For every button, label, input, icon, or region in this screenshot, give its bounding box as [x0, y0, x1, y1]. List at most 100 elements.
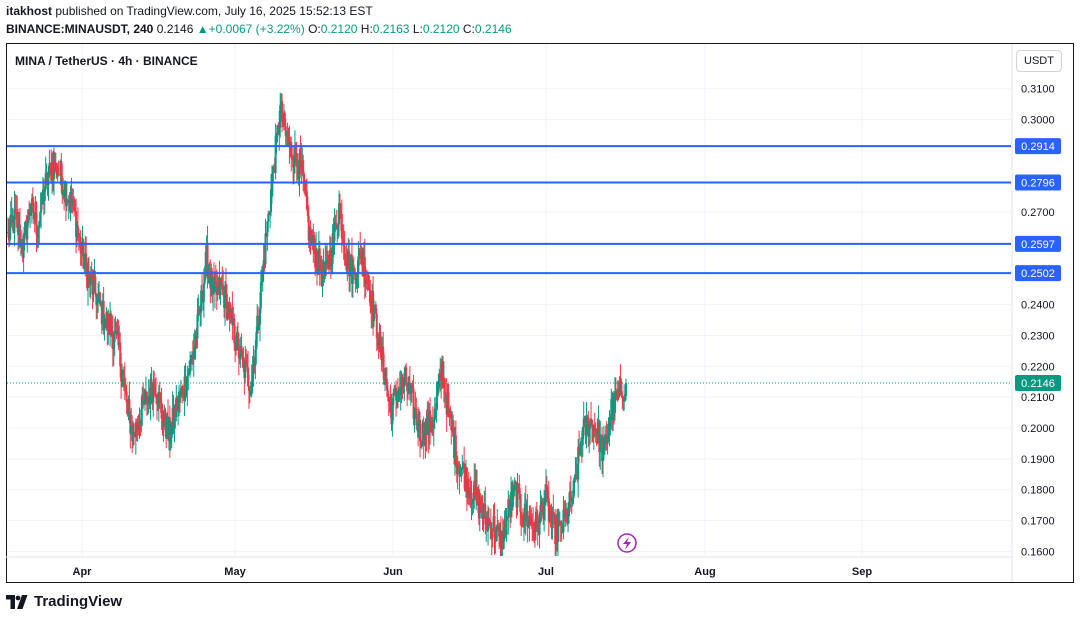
- candle: [152, 370, 155, 417]
- candle: [125, 384, 128, 415]
- candle: [302, 154, 305, 192]
- candle: [178, 384, 181, 417]
- candle: [516, 472, 519, 516]
- price-tick-label: 0.2700: [1021, 207, 1055, 219]
- candle: [429, 397, 432, 445]
- candle: [505, 507, 508, 542]
- candle: [65, 183, 68, 212]
- grid: [7, 44, 1011, 556]
- candle: [120, 352, 123, 399]
- candle: [274, 123, 277, 180]
- candle: [513, 477, 516, 497]
- candle: [533, 521, 536, 544]
- candle: [335, 209, 338, 230]
- candle: [189, 351, 192, 378]
- candle: [327, 250, 330, 269]
- candle: [284, 119, 287, 146]
- candle: [97, 283, 100, 313]
- candle: [44, 156, 47, 192]
- candle: [237, 333, 240, 376]
- candle: [608, 410, 611, 447]
- candle: [103, 314, 106, 341]
- candle: [286, 122, 289, 146]
- candle: [452, 414, 455, 438]
- svg-text:0.2796: 0.2796: [1021, 177, 1055, 189]
- candle: [198, 305, 201, 316]
- currency-button[interactable]: USDT: [1016, 50, 1062, 72]
- candle: [530, 507, 533, 529]
- candle: [592, 424, 595, 451]
- candle: [413, 407, 416, 433]
- candles: [7, 92, 627, 557]
- candle: [90, 261, 93, 281]
- candle: [422, 416, 425, 460]
- candle: [557, 509, 560, 542]
- candle: [194, 330, 197, 360]
- candle: [220, 276, 223, 289]
- candle: [231, 291, 234, 341]
- candle: [192, 333, 195, 377]
- time-tick-label: Apr: [73, 566, 93, 578]
- candle: [170, 421, 173, 449]
- candle: [556, 508, 559, 556]
- candle: [405, 362, 408, 386]
- candle: [382, 331, 385, 380]
- price-tick-label: 0.1700: [1021, 516, 1055, 528]
- candle: [275, 132, 278, 154]
- candle: [528, 505, 531, 542]
- candle: [272, 163, 275, 170]
- candle: [602, 425, 605, 461]
- candle: [181, 384, 184, 404]
- candle: [366, 271, 369, 292]
- candle: [406, 382, 409, 407]
- candle: [484, 486, 487, 535]
- lightning-icon[interactable]: [617, 533, 637, 553]
- levels: [7, 145, 1011, 384]
- candle: [527, 525, 530, 529]
- candle: [13, 190, 16, 247]
- legend-title: MINA / TetherUS · 4h · BINANCE: [15, 54, 198, 68]
- candle: [526, 493, 529, 543]
- low-value: 0.2120: [422, 22, 460, 36]
- candle: [521, 514, 524, 528]
- last-price: 0.2146: [156, 22, 194, 36]
- candle: [187, 368, 190, 391]
- candle: [96, 293, 99, 319]
- candle: [348, 239, 351, 292]
- candle: [357, 241, 360, 289]
- candle: [240, 333, 243, 354]
- candle: [43, 186, 46, 214]
- candle: [266, 221, 269, 251]
- candle: [618, 376, 621, 398]
- tradingview-logo[interactable]: TradingView: [6, 593, 122, 610]
- candle: [158, 381, 161, 409]
- candle: [234, 325, 237, 363]
- candle: [433, 397, 436, 430]
- candle: [38, 220, 41, 246]
- candle: [177, 395, 180, 426]
- candle: [585, 402, 588, 449]
- candle: [392, 388, 395, 421]
- candle: [459, 464, 462, 477]
- candle: [460, 466, 463, 482]
- price-tick-label: 0.1800: [1021, 485, 1055, 497]
- candle: [74, 199, 77, 212]
- candle: [201, 274, 204, 304]
- candle: [496, 509, 499, 541]
- candle: [572, 478, 575, 505]
- time-tick-label: May: [224, 566, 246, 578]
- arrow-up-icon: ▲: [196, 22, 209, 36]
- candle: [316, 248, 318, 286]
- candle: [467, 471, 470, 506]
- candle: [536, 509, 539, 546]
- author[interactable]: itakhost: [6, 4, 53, 18]
- candle: [562, 495, 565, 540]
- svg-text:0.2502: 0.2502: [1021, 268, 1055, 280]
- candle: [507, 490, 510, 535]
- candle: [589, 418, 592, 445]
- change: +0.0067 (+3.22%): [208, 22, 305, 36]
- ohlc-line: BINANCE:MINAUSDT, 240 0.2146 ▲+0.0067 (+…: [6, 22, 512, 36]
- price-tick-label: 0.2200: [1021, 361, 1055, 373]
- brand-name: TradingView: [34, 593, 123, 610]
